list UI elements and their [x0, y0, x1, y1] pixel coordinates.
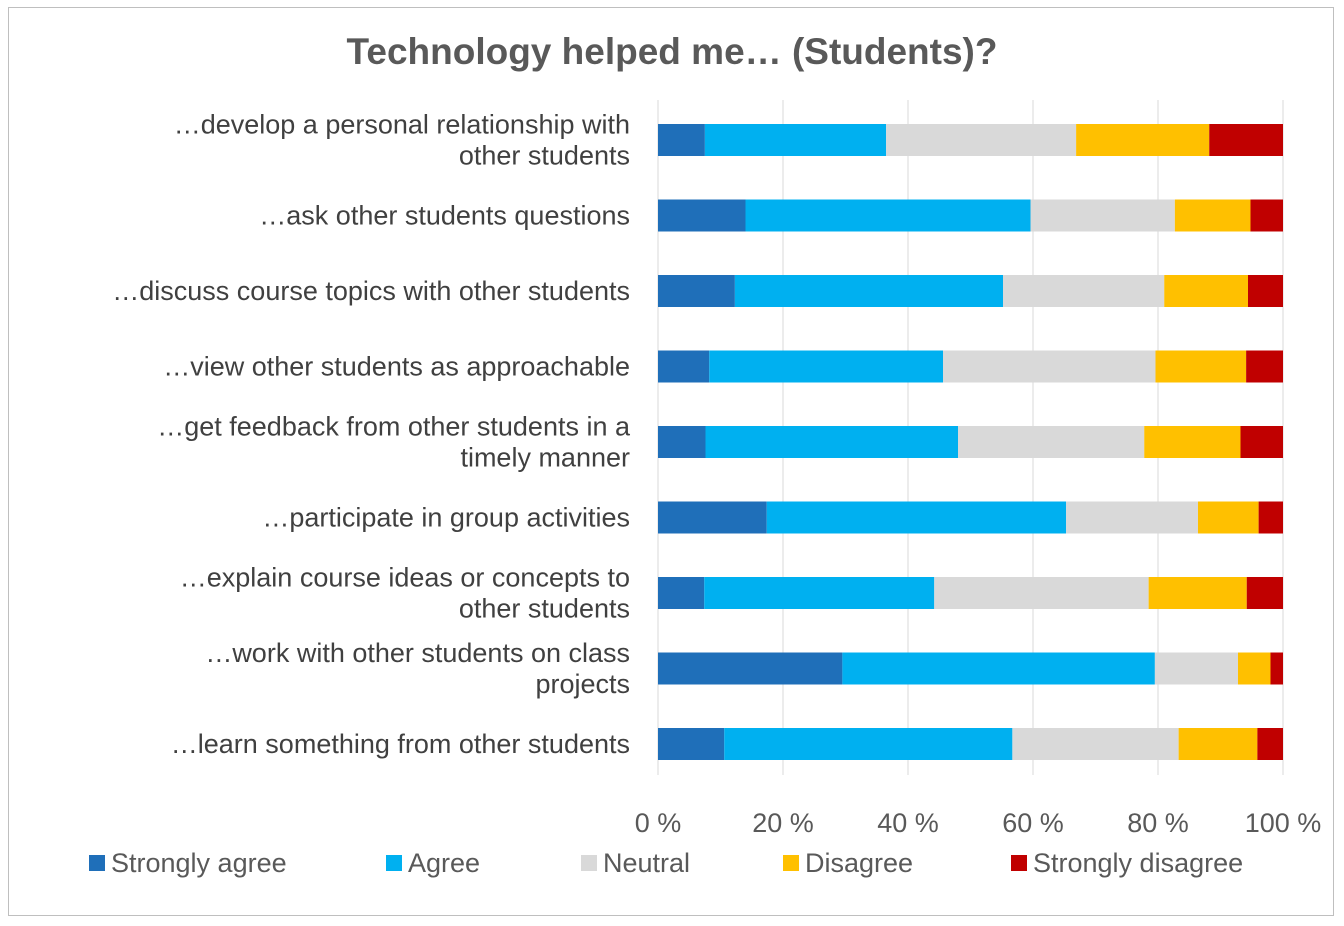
x-tick-label-20: 20 % — [752, 808, 814, 838]
bar-segment-disagree-5 — [1198, 501, 1259, 534]
category-label-0-0: …develop a personal relationship with — [174, 110, 630, 140]
legend-swatch-strongly-disagree — [1011, 855, 1027, 871]
bar-segment-neutral-8 — [1012, 728, 1179, 760]
bar-segment-agree-1 — [745, 199, 1031, 232]
category-label-0-1: other students — [459, 141, 630, 171]
bar-segment-neutral-2 — [1003, 275, 1165, 307]
bar-segment-strongly-disagree-2 — [1248, 275, 1283, 307]
bar-segment-strongly-disagree-1 — [1250, 199, 1283, 232]
chart-frame — [8, 7, 1334, 916]
bar-segment-agree-5 — [766, 501, 1067, 534]
bar-segment-strongly-agree-1 — [658, 199, 746, 232]
bar-segment-neutral-0 — [886, 124, 1077, 156]
x-tick-label-100: 100 % — [1245, 808, 1322, 838]
legend-label-strongly-agree: Strongly agree — [111, 848, 287, 878]
category-label-2-0: …discuss course topics with other studen… — [112, 276, 630, 306]
bar-segment-strongly-disagree-0 — [1209, 124, 1283, 156]
bar-segment-strongly-agree-5 — [658, 501, 767, 534]
legend-swatch-strongly-agree — [89, 855, 105, 871]
bar-segment-strongly-agree-2 — [658, 275, 735, 307]
x-tick-label-0: 0 % — [635, 808, 682, 838]
legend-label-strongly-disagree: Strongly disagree — [1033, 848, 1243, 878]
bar-segment-strongly-disagree-5 — [1258, 501, 1283, 534]
bar-segment-strongly-agree-0 — [658, 124, 705, 156]
x-tick-label-80: 80 % — [1127, 808, 1189, 838]
bar-segment-agree-8 — [724, 728, 1013, 760]
category-label-4-1: timely manner — [460, 443, 630, 473]
bar-segment-neutral-4 — [958, 426, 1145, 458]
bar-segment-neutral-3 — [943, 350, 1156, 383]
category-label-6-0: …explain course ideas or concepts to — [180, 563, 630, 593]
bar-segment-neutral-7 — [1154, 652, 1238, 685]
bar-segment-strongly-disagree-6 — [1246, 577, 1283, 609]
bar-segment-strongly-agree-8 — [658, 728, 725, 760]
bar-segment-agree-6 — [704, 577, 935, 609]
category-label-6-1: other students — [459, 594, 630, 624]
bar-segment-strongly-disagree-7 — [1270, 652, 1283, 685]
bar-segment-neutral-6 — [934, 577, 1149, 609]
bar-segment-strongly-agree-7 — [658, 652, 843, 685]
bars — [658, 124, 1283, 760]
bar-segment-agree-7 — [842, 652, 1155, 685]
category-label-7-0: …work with other students on class — [205, 638, 630, 668]
x-tick-label-40: 40 % — [877, 808, 939, 838]
x-tick-label-60: 60 % — [1002, 808, 1064, 838]
bar-segment-agree-0 — [704, 124, 887, 156]
bar-segment-disagree-3 — [1155, 350, 1247, 383]
bar-segment-disagree-2 — [1164, 275, 1248, 307]
legend-swatch-disagree — [783, 855, 799, 871]
legend-label-neutral: Neutral — [603, 848, 690, 878]
x-axis-ticks: 0 % 20 % 40 % 60 % 80 % 100 % — [635, 808, 1322, 838]
bar-segment-strongly-agree-3 — [658, 350, 710, 383]
bar-segment-agree-2 — [734, 275, 1003, 307]
category-label-4-0: …get feedback from other students in a — [157, 412, 631, 442]
bar-segment-agree-3 — [709, 350, 943, 383]
bar-segment-disagree-8 — [1178, 728, 1258, 760]
chart-title: Technology helped me… (Students)? — [347, 31, 998, 72]
bar-segment-disagree-7 — [1238, 652, 1271, 685]
legend-swatch-agree — [386, 855, 402, 871]
category-label-5-0: …participate in group activities — [262, 503, 630, 533]
category-label-7-1: projects — [535, 669, 630, 699]
legend-swatch-neutral — [581, 855, 597, 871]
bar-segment-strongly-disagree-8 — [1257, 728, 1283, 760]
category-label-1-0: …ask other students questions — [259, 201, 630, 231]
bar-segment-strongly-agree-6 — [658, 577, 705, 609]
legend-label-agree: Agree — [408, 848, 480, 878]
category-label-3-0: …view other students as approachable — [163, 352, 630, 382]
category-label-8-0: …learn something from other students — [171, 729, 630, 759]
bar-segment-disagree-1 — [1174, 199, 1251, 232]
category-labels: …develop a personal relationship withoth… — [112, 110, 631, 760]
bar-segment-strongly-disagree-4 — [1240, 426, 1283, 458]
bar-segment-disagree-4 — [1144, 426, 1241, 458]
bar-segment-agree-4 — [705, 426, 958, 458]
bar-segment-disagree-6 — [1148, 577, 1247, 609]
bar-segment-strongly-agree-4 — [658, 426, 706, 458]
bar-segment-disagree-0 — [1076, 124, 1210, 156]
bar-segment-neutral-1 — [1030, 199, 1175, 232]
bar-segment-neutral-5 — [1066, 501, 1198, 534]
legend: Strongly agree Agree Neutral Disagree Strong… — [89, 848, 1243, 878]
bar-segment-strongly-disagree-3 — [1246, 350, 1283, 383]
legend-label-disagree: Disagree — [805, 848, 913, 878]
